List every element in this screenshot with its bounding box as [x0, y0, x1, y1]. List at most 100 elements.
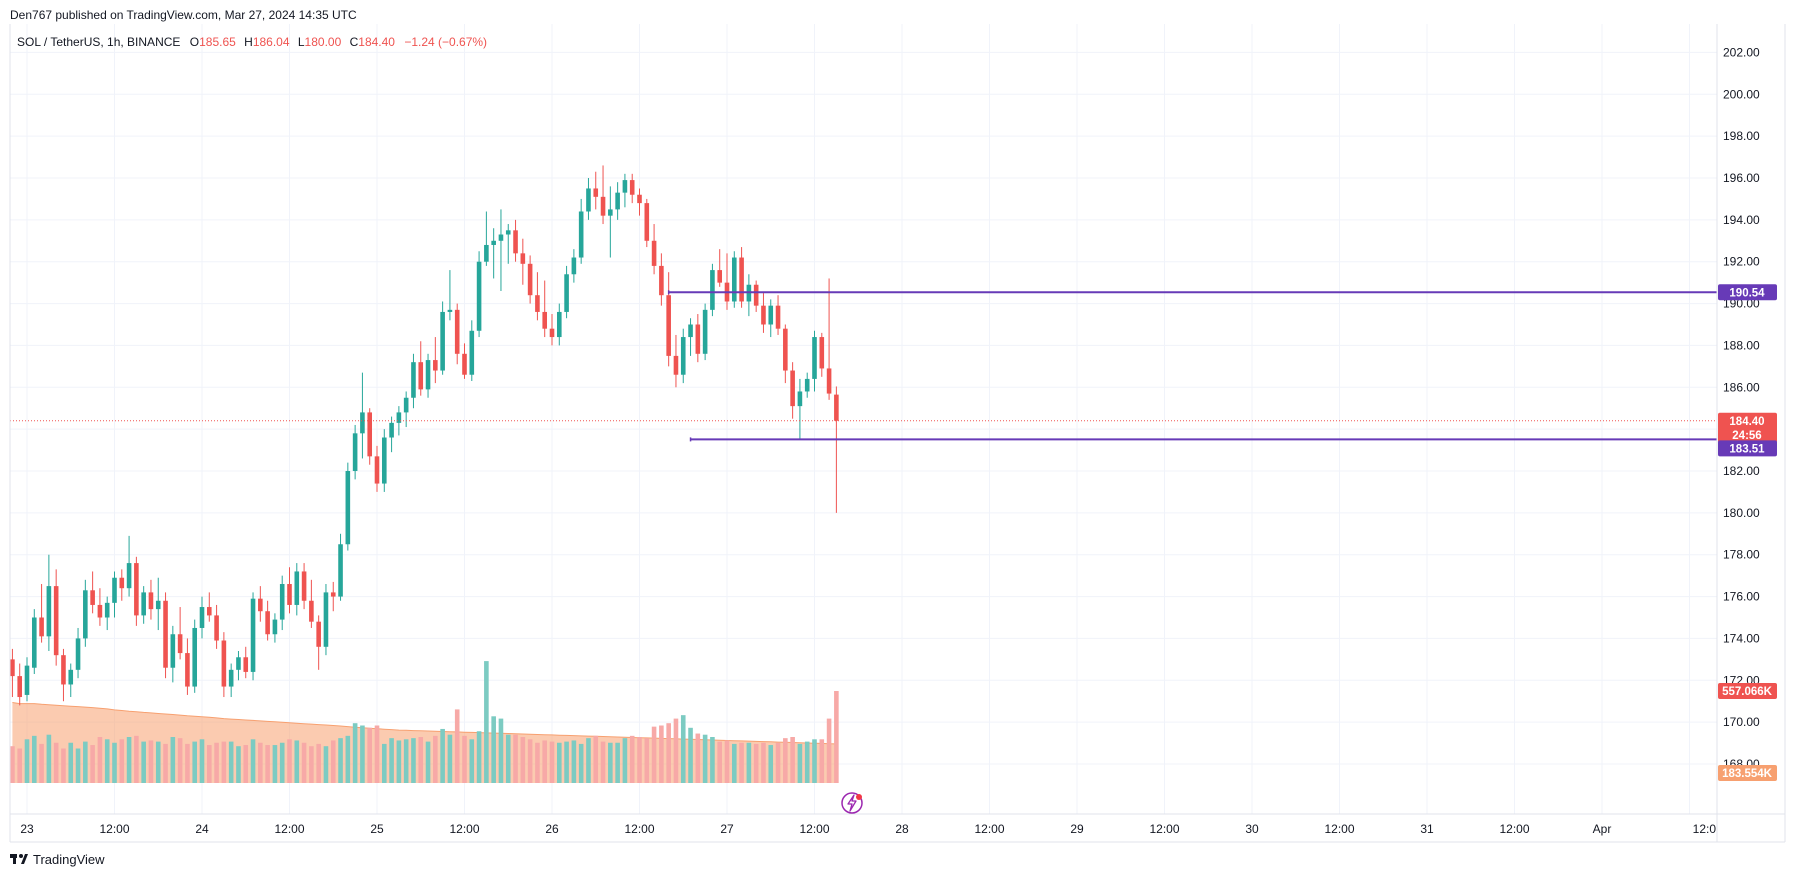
- price-tick-label: 198.00: [1723, 129, 1760, 143]
- candle-body: [622, 180, 628, 193]
- candle-body: [381, 437, 387, 484]
- price-tick-label: 170.00: [1723, 715, 1760, 729]
- candle-body: [46, 586, 52, 637]
- candle-body: [549, 328, 555, 338]
- volume-bar: [17, 748, 23, 783]
- candle-body: [775, 305, 781, 329]
- published-caption: Den767 published on TradingView.com, Mar…: [10, 8, 357, 22]
- legend-change: −1.24 (−0.67%): [404, 35, 487, 49]
- volume-bar: [768, 745, 774, 783]
- volume-bar: [695, 733, 701, 783]
- candle-body: [316, 621, 321, 647]
- volume-bar: [826, 718, 832, 783]
- level-tag-190-bg: [1718, 284, 1777, 301]
- volume-bar: [433, 735, 438, 783]
- candle-body: [447, 309, 453, 312]
- volume-bar: [644, 738, 650, 783]
- candle-body: [360, 412, 365, 434]
- price-tick-label: 202.00: [1723, 45, 1760, 59]
- volume-bar: [338, 738, 343, 783]
- volume-bar: [206, 745, 212, 783]
- volume-bar: [797, 743, 803, 783]
- volume-bars: [10, 661, 839, 783]
- candle-body: [206, 607, 212, 616]
- time-axis[interactable]: 23 12:00 24 12:00 25 12:00 26 12:00 27 12:00 28 12:…: [20, 822, 1716, 836]
- volume-bar: [272, 745, 278, 783]
- candle-body: [520, 253, 526, 264]
- candle-body: [287, 584, 292, 605]
- volume-bar: [586, 738, 591, 783]
- volume-bar: [389, 738, 394, 783]
- price-axis[interactable]: 202.00200.00198.00196.00194.00192.00190.…: [1723, 45, 1760, 771]
- candle-body: [345, 471, 351, 545]
- volume-bar: [330, 740, 336, 783]
- legend-open-label: O: [190, 35, 199, 49]
- price-tick-label: 196.00: [1723, 171, 1760, 185]
- time-tick-label: Apr: [1593, 822, 1612, 836]
- volume-bar: [498, 718, 504, 783]
- volume-bar: [834, 691, 839, 783]
- candle-body: [199, 607, 205, 628]
- candles: [10, 165, 839, 706]
- candle-body: [265, 611, 270, 635]
- volume-bar: [141, 741, 146, 783]
- candle-body: [170, 634, 176, 668]
- candle-body: [221, 640, 227, 687]
- candle-body: [104, 602, 110, 618]
- candle-body: [250, 598, 256, 672]
- volume-bar: [250, 739, 256, 783]
- candle-body: [593, 188, 599, 197]
- time-tick-label: 12:00: [1499, 822, 1529, 836]
- candle-body: [600, 196, 606, 216]
- candle-body: [476, 261, 482, 331]
- lightning-icon[interactable]: [841, 792, 863, 814]
- time-tick-label: 12:00: [99, 822, 129, 836]
- candle-body: [119, 577, 125, 589]
- legend-open-value: 185.65: [199, 35, 236, 49]
- candle-body: [330, 592, 336, 597]
- volume-bar: [731, 743, 737, 783]
- volume-bar: [192, 741, 198, 783]
- volume-bar: [520, 737, 526, 783]
- time-tick-label: 12:0: [1693, 822, 1717, 836]
- tradingview-logo[interactable]: TradingView: [10, 852, 105, 867]
- candle-body: [513, 230, 518, 254]
- candle-body: [367, 412, 373, 457]
- time-tick-label: 26: [545, 822, 559, 836]
- candle-body: [323, 592, 329, 647]
- candle-body: [440, 311, 445, 371]
- volume-ma-tag-bg: [1718, 765, 1777, 781]
- candle-body: [192, 627, 198, 687]
- candle-body: [396, 412, 402, 423]
- candle-body: [571, 257, 577, 275]
- candle-body: [61, 655, 66, 685]
- volume-bar: [294, 740, 300, 783]
- candle-body: [243, 657, 249, 672]
- volume-bar: [83, 741, 88, 783]
- candle-body: [10, 659, 15, 677]
- time-tick-label: 12:00: [1324, 822, 1354, 836]
- candle-body: [491, 240, 496, 245]
- volume-bar: [155, 741, 161, 783]
- volume-bar: [513, 734, 518, 783]
- volume-bar: [440, 728, 445, 783]
- ohlc-legend[interactable]: SOL / TetherUS, 1h, BINANCE O185.65 H186…: [17, 35, 487, 49]
- candle-body: [608, 209, 613, 216]
- time-tick-label: 12:00: [449, 822, 479, 836]
- level-tag-183-bg: [1718, 440, 1777, 457]
- volume-bar: [10, 746, 15, 783]
- candle-body: [279, 584, 285, 620]
- candle-body: [812, 337, 817, 379]
- volume-bar: [367, 727, 373, 783]
- volume-bar: [199, 739, 205, 783]
- volume-bar: [651, 726, 657, 783]
- time-tick-label: 29: [1070, 822, 1084, 836]
- volume-bar: [323, 746, 329, 783]
- volume-bar: [717, 741, 723, 783]
- volume-bar: [673, 718, 679, 783]
- candle-body: [680, 337, 686, 375]
- candle-body: [24, 665, 30, 695]
- candle-body: [651, 240, 657, 266]
- price-tag-value: 184.40: [1729, 416, 1764, 428]
